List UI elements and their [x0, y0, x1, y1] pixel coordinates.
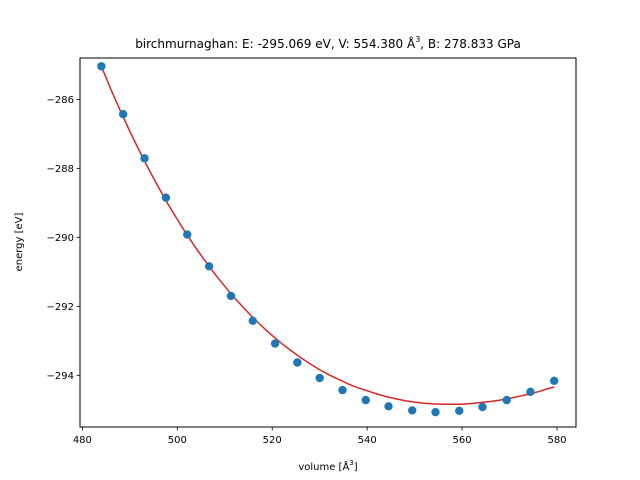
data-point	[384, 402, 393, 411]
y-tick-label: −294	[47, 371, 74, 382]
data-point	[526, 387, 535, 397]
x-tick-label: 500	[168, 435, 187, 446]
x-tick-label: 540	[358, 435, 377, 446]
data-point	[502, 395, 511, 405]
data-point	[549, 376, 559, 385]
y-axis-label: energy [eV]	[14, 212, 25, 271]
data-point	[183, 230, 192, 239]
data-point	[408, 406, 417, 415]
data-point	[361, 395, 370, 405]
x-axis-label: volume [Å3]	[298, 459, 357, 473]
y-tick-label: −292	[47, 302, 74, 313]
data-point	[161, 193, 171, 202]
data-point	[118, 110, 128, 119]
x-tick-label: 580	[547, 435, 566, 446]
data-point	[338, 385, 347, 395]
data-point	[431, 407, 440, 417]
chart-title: birchmurnaghan: E: -295.069 eV, V: 554.3…	[135, 35, 521, 51]
data-point	[293, 358, 302, 367]
fit-curve-line	[100, 65, 555, 405]
data-point	[140, 154, 149, 163]
plot-area: 480 500 520 540 560 580 −294 −292 −290 −288 −286	[47, 62, 567, 446]
axes-frame	[79, 57, 577, 428]
data-point	[204, 262, 214, 271]
data-point	[315, 373, 324, 383]
y-tick-label: −286	[47, 95, 74, 106]
y-tick-label: −290	[47, 233, 74, 244]
x-tick-label: 480	[73, 435, 92, 446]
data-point	[478, 402, 487, 412]
y-tick-label: −288	[47, 164, 74, 175]
data-point	[248, 316, 257, 325]
data-point	[270, 339, 280, 348]
data-point	[226, 291, 236, 301]
data-point	[455, 406, 464, 415]
x-tick-label: 560	[453, 435, 472, 446]
data-point	[97, 62, 106, 71]
x-tick-label: 520	[263, 435, 282, 446]
